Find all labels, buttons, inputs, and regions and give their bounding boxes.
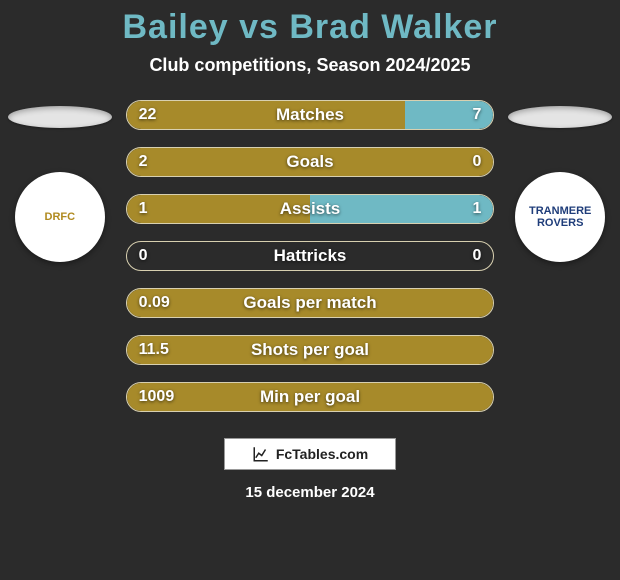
stat-label: Hattricks [274, 246, 347, 266]
stat-label: Goals per match [243, 293, 376, 313]
club-crest-left-label: DRFC [41, 207, 80, 227]
stat-bars: Matches227Goals20Assists11Hattricks00Goa… [126, 100, 495, 412]
comparison-card: Bailey vs Brad Walker Club competitions,… [0, 0, 620, 580]
main-row: DRFC Matches 22 7 Goals 2 0 Assists 1 1 Hattricks… [0, 100, 620, 412]
player-left-avatar [8, 106, 112, 128]
page-title: Bailey vs Brad Walker [0, 8, 620, 47]
stat-label: Min per goal [260, 387, 360, 407]
stat-bar: Hattricks 0 0 [126, 241, 495, 271]
stat-bar: Goals per match 0.09 [126, 288, 495, 318]
player-right-avatar [508, 106, 612, 128]
stat-value-left: 11.5 [139, 341, 169, 359]
stat-bar: Min per goal 1009 [126, 382, 495, 412]
stat-value-left: 2 [139, 153, 148, 171]
stat-label: Shots per goal [251, 340, 369, 360]
stat-value-right: 1 [472, 200, 481, 218]
footer-brand[interactable]: FcTables.com [224, 438, 396, 470]
chart-icon [252, 445, 270, 463]
stat-value-left: 22 [139, 106, 157, 124]
stat-label: Assists [280, 199, 340, 219]
stat-label: Matches [276, 105, 344, 125]
player-right-column: TRANMERE ROVERS [504, 100, 616, 262]
player-left-column: DRFC [4, 100, 116, 262]
stat-bar: Shots per goal 11.5 [126, 335, 495, 365]
footer-date: 15 december 2024 [0, 484, 620, 501]
stat-label: Goals [286, 152, 333, 172]
stat-value-left: 0.09 [139, 294, 170, 312]
stat-value-right: 0 [472, 153, 481, 171]
stat-value-right: 0 [472, 247, 481, 265]
stat-bar: Goals 2 0 [126, 147, 495, 177]
stat-value-left: 1009 [139, 388, 175, 406]
club-crest-left: DRFC [15, 172, 105, 262]
club-crest-right-label: TRANMERE ROVERS [515, 201, 605, 233]
stat-value-left: 1 [139, 200, 148, 218]
stat-bar: Matches 22 7 [126, 100, 495, 130]
stat-value-left: 0 [139, 247, 148, 265]
stat-value-right: 7 [472, 106, 481, 124]
footer-brand-text: FcTables.com [276, 446, 368, 462]
subtitle: Club competitions, Season 2024/2025 [0, 55, 620, 76]
stat-fill-left [127, 101, 406, 129]
stat-bar: Assists 1 1 [126, 194, 495, 224]
club-crest-right: TRANMERE ROVERS [515, 172, 605, 262]
